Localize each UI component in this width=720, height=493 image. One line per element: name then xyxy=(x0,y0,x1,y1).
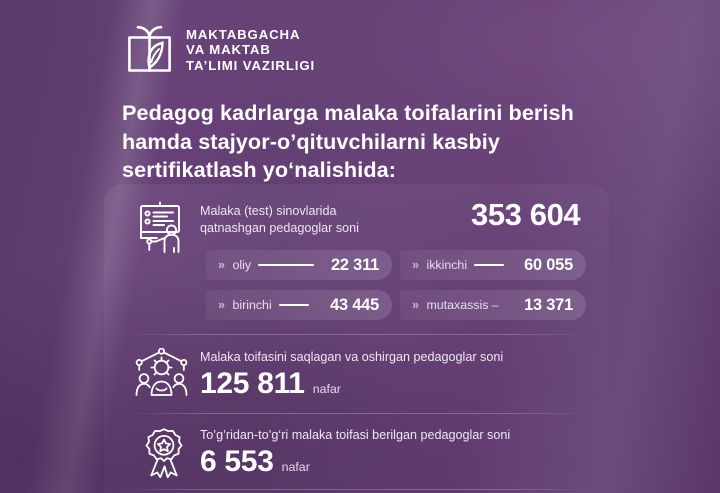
category-name: oliy xyxy=(232,258,252,272)
chevron-right-icon: » xyxy=(412,298,419,312)
award-rosette-star-icon xyxy=(140,427,188,479)
rule-separator xyxy=(278,304,309,306)
rule-separator xyxy=(258,264,315,266)
block2-label: Malaka toifasini saqlagan va oshirgan pe… xyxy=(200,350,504,364)
category-value: 22 311 xyxy=(330,255,379,274)
section-divider xyxy=(124,489,590,490)
chevron-right-icon: » xyxy=(218,298,225,312)
block2-unit: nafar xyxy=(312,382,341,396)
stats-panel xyxy=(104,184,609,493)
block3-unit: nafar xyxy=(281,460,310,474)
page-title: Pedagog kadrlarga malaka toifalarini ber… xyxy=(122,99,652,185)
open-book-leaf-logo-icon xyxy=(126,24,173,76)
category-value: 60 055 xyxy=(524,255,573,274)
category-pill-birinchi[interactable]: » birinchi 43 445 xyxy=(206,290,392,320)
category-name: birinchi xyxy=(232,298,272,312)
brand-logo-row: MAKTABGACHA VA MAKTAB TA’LIMI VAZIRLIGI xyxy=(126,24,315,76)
category-pill-ikkinchi[interactable]: » ikkinchi 60 055 xyxy=(400,250,586,280)
page-title-line-1: Pedagog kadrlarga malaka toifalarini ber… xyxy=(122,100,574,125)
category-name: mutaxassis xyxy=(426,298,489,312)
block2-value-row: 125 811 nafar xyxy=(200,367,341,401)
category-value: 43 445 xyxy=(330,295,379,314)
block1-label: Malaka (test) sinovlarida qatnashgan ped… xyxy=(200,203,359,236)
presentation-board-teacher-icon xyxy=(133,200,189,256)
brand-name-line-2: VA MAKTAB xyxy=(186,42,271,58)
block1-label-line-2: qatnashgan pedagoglar soni xyxy=(200,220,359,235)
block3-value: 6 553 xyxy=(200,445,274,478)
page-title-line-2: hamda stajyor-o’qituvchilarni kasbiy xyxy=(122,128,501,154)
section-divider xyxy=(124,413,590,414)
block3-label: To’g’ridan-to’g‘ri malaka toifasi berilg… xyxy=(200,428,511,442)
block1-label-line-1: Malaka (test) sinovlarida xyxy=(200,204,337,218)
people-network-group-icon xyxy=(134,347,189,398)
brand-name-line-3: TA’LIMI VAZIRLIGI xyxy=(186,57,316,73)
dash-separator: – xyxy=(491,298,499,312)
block2-value: 125 811 xyxy=(200,367,305,400)
block3-value-row: 6 553 nafar xyxy=(200,445,310,479)
brand-name: MAKTABGACHA VA MAKTAB TA’LIMI VAZIRLIGI xyxy=(186,27,315,73)
section-divider xyxy=(124,334,590,335)
block1-value: 353 604 xyxy=(471,197,581,232)
category-value: 13 371 xyxy=(524,295,573,314)
rule-separator xyxy=(474,264,505,266)
category-pill-mutaxassis[interactable]: » mutaxassis – 13 371 xyxy=(400,290,586,320)
category-pill-oliy[interactable]: » oliy 22 311 xyxy=(206,250,392,280)
chevron-right-icon: » xyxy=(412,258,419,272)
chevron-right-icon: » xyxy=(218,258,225,272)
category-name: ikkinchi xyxy=(426,258,468,272)
page-title-line-3: sertifikatlash yo‘nalishida: xyxy=(122,157,397,182)
brand-name-line-1: MAKTABGACHA xyxy=(186,26,301,42)
